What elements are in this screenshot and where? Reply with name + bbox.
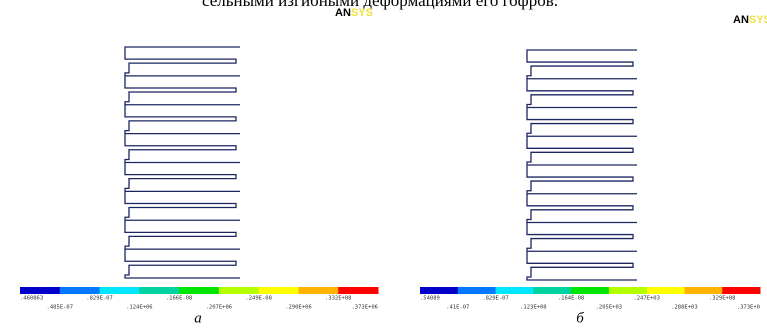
legend-label: .166E-08	[166, 296, 193, 302]
legend-label: .164E-08	[558, 296, 585, 302]
legend-label: .54089	[420, 296, 440, 302]
legend-swatch	[100, 287, 140, 294]
bellows-shape	[527, 50, 637, 280]
legend-swatch	[60, 287, 100, 294]
legend-label: .249E-08	[245, 296, 272, 302]
legend-label: .329E+08	[709, 296, 736, 302]
legend-label: .205E+03	[596, 305, 623, 311]
legend-swatch	[533, 287, 571, 294]
logo-part: AN	[733, 14, 749, 26]
legend-label: .247E+03	[633, 296, 660, 302]
legend-swatch	[496, 287, 534, 294]
bellows-shape	[125, 47, 240, 278]
legend-swatch	[219, 287, 259, 294]
panel-caption: а	[194, 310, 202, 326]
legend-label: .41E-07	[446, 305, 469, 311]
legend-label: .373E+0	[737, 305, 760, 311]
legend-swatch	[298, 287, 338, 294]
legend-swatch	[609, 287, 647, 294]
figure: сельными изгибными деформациями его гофр…	[0, 0, 767, 329]
legend-swatch	[571, 287, 609, 294]
legend-label: .288E+03	[671, 305, 698, 311]
legend-swatch	[647, 287, 685, 294]
legend-swatch	[20, 287, 60, 294]
legend-swatch	[684, 287, 722, 294]
logo-part: SYS	[749, 14, 767, 26]
legend-label: .124E+06	[126, 305, 153, 311]
legend-swatch	[139, 287, 179, 294]
legend-swatch	[259, 287, 299, 294]
legend-swatch	[722, 287, 760, 294]
legend-label: .829E-07	[482, 296, 509, 302]
legend-swatch	[179, 287, 219, 294]
ansys-logo: ANSYS	[335, 7, 373, 19]
legend-label: .207E+06	[206, 305, 233, 311]
legend-swatch	[338, 287, 378, 294]
panel: ANSYS .460863 .485E-07 .829E-07 .124E+06 .166…	[20, 7, 379, 327]
panel: ANSYS .54089 .41E-07 .829E-07 .123E+08 .164E-…	[420, 14, 767, 327]
panel-caption: б	[576, 310, 584, 326]
header-text: сельными изгибными деформациями его гофр…	[202, 0, 558, 10]
legend-label: .829E-07	[86, 296, 113, 302]
legend-swatch	[458, 287, 496, 294]
logo-part: AN	[335, 7, 351, 19]
legend-label: .123E+08	[520, 305, 547, 311]
logo-part: SYS	[351, 7, 373, 19]
legend-label: .290E+06	[285, 305, 312, 311]
legend-swatch	[420, 287, 458, 294]
legend-label: .485E-07	[47, 305, 74, 311]
ansys-logo: ANSYS	[733, 14, 767, 26]
legend-label: .332E+08	[325, 296, 352, 302]
legend-label: .460863	[20, 296, 43, 302]
legend-label: .373E+06	[352, 305, 379, 311]
